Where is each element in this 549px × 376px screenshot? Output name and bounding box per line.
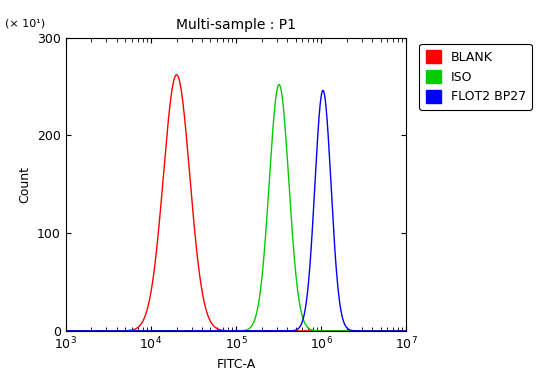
FLOT2 BP27: [396, 329, 403, 333]
ISO: [208, 329, 215, 333]
BLANK: [403, 329, 410, 333]
BLANK: [63, 329, 69, 333]
FLOT2 BP27: [320, 88, 326, 92]
FLOT2 BP27: [193, 329, 200, 333]
FLOT2 BP27: [102, 329, 108, 333]
ISO: [360, 329, 366, 333]
ISO: [403, 329, 410, 333]
ISO: [276, 82, 282, 87]
ISO: [122, 329, 128, 333]
Legend: BLANK, ISO, FLOT2 BP27: BLANK, ISO, FLOT2 BP27: [419, 44, 532, 110]
Line: ISO: ISO: [66, 85, 406, 331]
BLANK: [193, 247, 200, 251]
BLANK: [173, 73, 180, 77]
Text: (× 10¹): (× 10¹): [4, 19, 44, 29]
BLANK: [396, 329, 403, 333]
Line: FLOT2 BP27: FLOT2 BP27: [66, 90, 406, 331]
Title: Multi-sample : P1: Multi-sample : P1: [176, 18, 296, 32]
ISO: [102, 329, 108, 333]
Y-axis label: Count: Count: [19, 166, 32, 203]
ISO: [63, 329, 69, 333]
ISO: [396, 329, 403, 333]
FLOT2 BP27: [360, 329, 366, 333]
FLOT2 BP27: [403, 329, 410, 333]
BLANK: [122, 329, 128, 333]
FLOT2 BP27: [122, 329, 128, 333]
Line: BLANK: BLANK: [66, 75, 406, 331]
BLANK: [360, 329, 366, 333]
ISO: [193, 329, 200, 333]
BLANK: [208, 321, 215, 325]
X-axis label: FITC-A: FITC-A: [216, 358, 256, 371]
FLOT2 BP27: [63, 329, 69, 333]
BLANK: [102, 329, 108, 333]
FLOT2 BP27: [208, 329, 215, 333]
